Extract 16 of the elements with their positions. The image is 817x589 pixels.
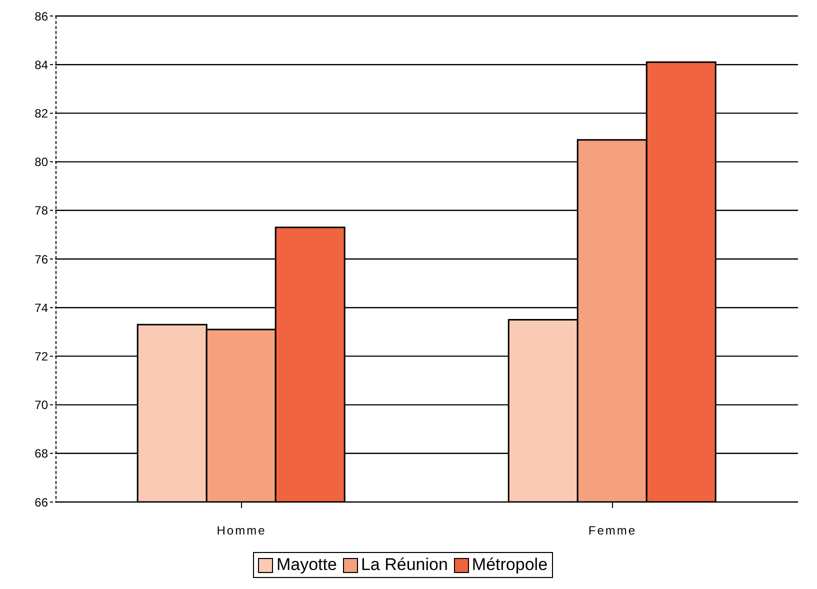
legend-label: Métropole xyxy=(470,555,548,575)
y-tick-label: 80 xyxy=(34,155,48,170)
y-tick-label: 78 xyxy=(34,204,48,218)
y-tick-label: 74 xyxy=(34,300,48,315)
legend-label: Mayotte xyxy=(275,555,337,575)
y-tick-label: 86 xyxy=(34,9,48,24)
y-tick-label: 68 xyxy=(34,446,48,461)
y-tick-label: 70 xyxy=(34,398,48,412)
y-tick-label: 82 xyxy=(34,106,48,120)
y-tick-label: 76 xyxy=(34,252,48,266)
y-tick-label: 84 xyxy=(34,58,48,72)
y-tick-label: 72 xyxy=(34,349,48,364)
y-tick-label: 66 xyxy=(34,495,48,510)
x-tick-label: Femme xyxy=(588,524,637,538)
legend-label: La Réunion xyxy=(360,555,448,575)
x-tick-label: Homme xyxy=(216,524,266,538)
